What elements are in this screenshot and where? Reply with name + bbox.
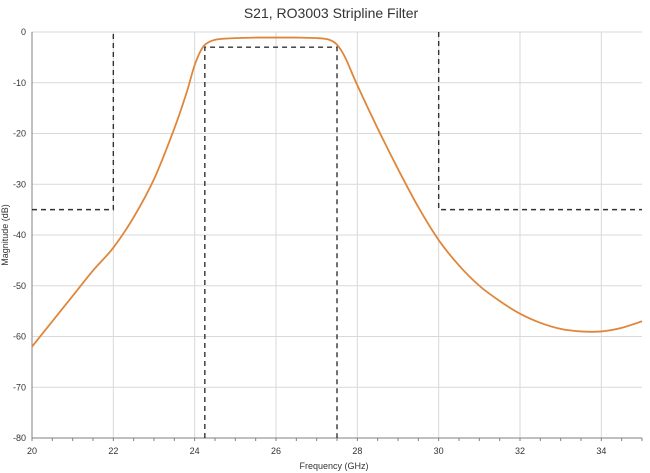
mask-line-3	[437, 32, 642, 211]
x-tick-label: 30	[434, 446, 444, 456]
y-tick-label: 0	[21, 27, 26, 37]
y-tick-label: -70	[13, 382, 26, 392]
x-tick-label: 24	[190, 446, 200, 456]
x-tick-label: 28	[352, 446, 362, 456]
x-tick-label: 26	[271, 446, 281, 456]
mask-line-1	[32, 32, 115, 211]
y-tick-label: -30	[13, 179, 26, 189]
tick-labels: 20 22 24 26 28 30 32 34 0 -10 -20 -30 -40 -50 -60 -70 -8…	[13, 27, 606, 456]
series-line-s21	[31, 36, 643, 348]
y-tick-label: -40	[13, 230, 26, 240]
y-tick-label: -20	[13, 129, 26, 139]
y-tick-label: -10	[13, 78, 26, 88]
x-axis-label: Frequency (GHz)	[299, 461, 368, 471]
x-tick-label: 32	[515, 446, 525, 456]
y-axis-label: Magnitude (dB)	[0, 204, 10, 266]
chart-title: S21, RO3003 Stripline Filter	[244, 5, 419, 21]
y-tick-label: -50	[13, 281, 26, 291]
series-lines	[31, 32, 643, 438]
mask-line-2	[204, 46, 338, 438]
x-tick-label: 22	[108, 446, 118, 456]
x-tick-label: 20	[27, 446, 37, 456]
y-tick-label: -80	[13, 433, 26, 443]
y-tick-label: -60	[13, 332, 26, 342]
x-tick-label: 34	[596, 446, 606, 456]
